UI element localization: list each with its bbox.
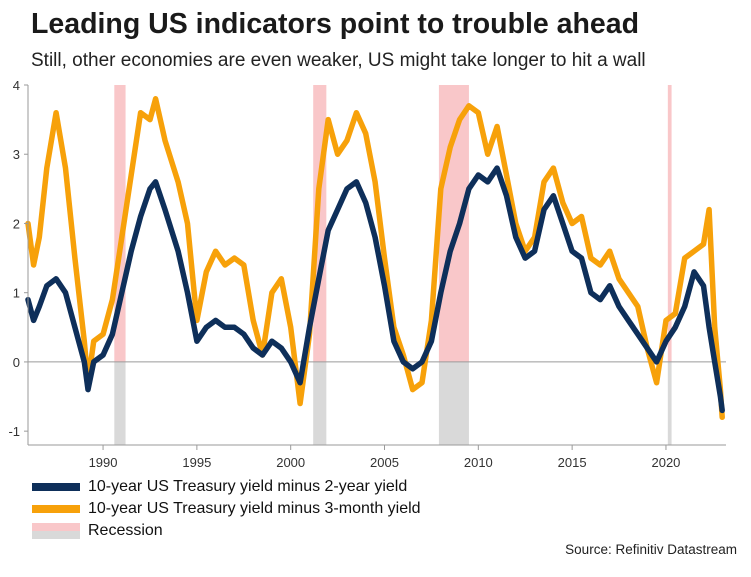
y-tick-label: 4 — [13, 78, 20, 93]
recession-band-lower-3 — [667, 361, 672, 445]
legend-item-3m: 10-year US Treasury yield minus 3-month … — [32, 498, 421, 520]
x-tick-label: 2000 — [276, 455, 305, 470]
legend-label-recession: Recession — [88, 522, 163, 539]
source-note: Source: Refinitiv Datastream — [565, 542, 737, 557]
y-tick-label: 0 — [13, 355, 20, 370]
legend-label-3m: 10-year US Treasury yield minus 3-month … — [88, 500, 421, 517]
x-tick-label: 2005 — [370, 455, 399, 470]
recession-band-upper-0 — [114, 85, 126, 362]
y-tick-label: -1 — [8, 424, 20, 439]
legend-item-2y: 10-year US Treasury yield minus 2-year y… — [32, 476, 421, 498]
legend: 10-year US Treasury yield minus 2-year y… — [32, 476, 421, 542]
series-lines — [25, 96, 725, 421]
chart-title: Leading US indicators point to trouble a… — [31, 8, 640, 40]
legend-label-2y: 10-year US Treasury yield minus 2-year y… — [88, 478, 408, 495]
legend-swatch-recession — [32, 523, 80, 539]
chart-plot: -1 0 1 2 3 4 1990 1995 2000 2005 2010 2015 2020 — [8, 78, 726, 470]
y-tick-label: 1 — [13, 286, 20, 301]
recession-band-lower-0 — [114, 361, 126, 445]
recession-band-lower-1 — [313, 361, 327, 445]
recession-bands — [114, 85, 672, 445]
x-tick-label: 2020 — [651, 455, 680, 470]
x-tick-label: 2010 — [464, 455, 493, 470]
x-tick-label: 1990 — [89, 455, 118, 470]
recession-band-upper-3 — [667, 85, 672, 362]
chart-subtitle: Still, other economies are even weaker, … — [31, 50, 646, 71]
series-line-10y-3m — [25, 96, 725, 421]
axes — [24, 84, 726, 450]
y-tick-label: 2 — [13, 216, 20, 231]
recession-band-upper-2 — [438, 85, 469, 362]
series-line-10y-2y — [25, 165, 725, 414]
recession-band-lower-2 — [438, 361, 469, 445]
legend-item-recession: Recession — [32, 520, 421, 542]
legend-swatch-2y — [32, 483, 80, 491]
x-tick-label: 1995 — [182, 455, 211, 470]
tick-labels: -1 0 1 2 3 4 1990 1995 2000 2005 2010 2015 2020 — [8, 78, 680, 470]
x-tick-label: 2015 — [558, 455, 587, 470]
legend-swatch-3m — [32, 505, 80, 513]
y-tick-label: 3 — [13, 147, 20, 162]
